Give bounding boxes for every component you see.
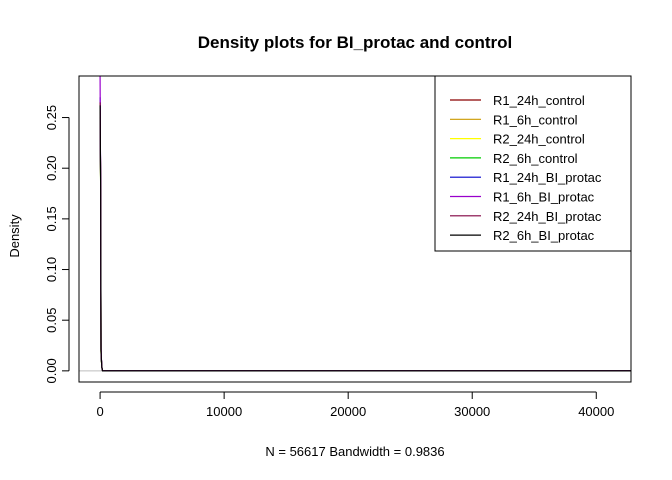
- legend-label-R1_24h_BI_protac: R1_24h_BI_protac: [493, 170, 602, 185]
- y-tick-label-4: 0.20: [44, 156, 59, 181]
- legend-label-R1_24h_control: R1_24h_control: [493, 93, 585, 108]
- chart-title: Density plots for BI_protac and control: [198, 33, 513, 52]
- y-tick-label-2: 0.10: [44, 257, 59, 282]
- y-tick-label-5: 0.25: [44, 105, 59, 130]
- legend-label-R2_24h_BI_protac: R2_24h_BI_protac: [493, 209, 602, 224]
- x-tick-label-2: 20000: [330, 404, 366, 419]
- legend-box: [434, 75, 632, 252]
- legend: R1_24h_control R1_6h_control R2_24h_contro…: [434, 75, 632, 252]
- legend-label-R2_6h_control: R2_6h_control: [493, 151, 578, 166]
- x-tick-label-1: 10000: [206, 404, 242, 419]
- series-line-R2_6h_BI_protac: [99, 105, 631, 372]
- x-tick-label-4: 40000: [578, 404, 614, 419]
- y-axis-label: Density: [7, 214, 22, 258]
- x-tick-label-3: 30000: [454, 404, 490, 419]
- y-tick-label-0: 0.00: [44, 358, 59, 383]
- y-tick-label-1: 0.05: [44, 308, 59, 333]
- x-tick-label-0: 0: [96, 404, 103, 419]
- legend-label-R1_6h_control: R1_6h_control: [493, 112, 578, 127]
- plot-area: 0 10000 20000 30000 40000 0.00 0.05 0.10 0.15 0.2…: [44, 75, 632, 419]
- legend-label-R1_6h_BI_protac: R1_6h_BI_protac: [493, 190, 595, 205]
- y-tick-label-3: 0.15: [44, 206, 59, 231]
- legend-label-R2_24h_control: R2_24h_control: [493, 132, 585, 147]
- legend-label-R2_6h_BI_protac: R2_6h_BI_protac: [493, 228, 595, 243]
- x-axis-label: N = 56617 Bandwidth = 0.9836: [265, 444, 444, 459]
